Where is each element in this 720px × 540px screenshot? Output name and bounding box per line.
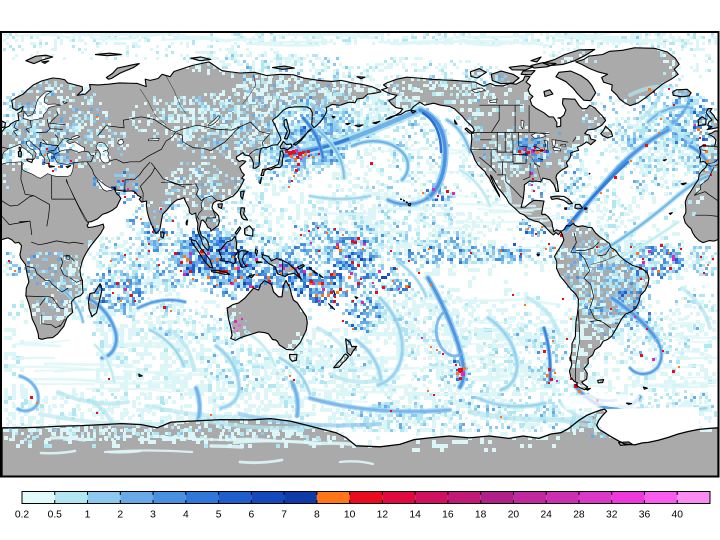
svg-text:24: 24 <box>540 510 552 521</box>
svg-text:6: 6 <box>248 510 254 521</box>
svg-text:36: 36 <box>639 510 651 521</box>
svg-text:5: 5 <box>216 510 222 521</box>
svg-text:8: 8 <box>314 510 320 521</box>
svg-text:40: 40 <box>672 510 684 521</box>
svg-text:10: 10 <box>344 510 356 521</box>
svg-text:16: 16 <box>442 510 454 521</box>
svg-text:0.2: 0.2 <box>15 510 30 521</box>
svg-text:0.5: 0.5 <box>48 510 63 521</box>
svg-text:20: 20 <box>508 510 520 521</box>
svg-text:7: 7 <box>281 510 287 521</box>
svg-text:32: 32 <box>606 510 618 521</box>
svg-text:1: 1 <box>85 510 91 521</box>
svg-text:4: 4 <box>183 510 189 521</box>
svg-text:18: 18 <box>475 510 487 521</box>
svg-text:3: 3 <box>150 510 156 521</box>
svg-text:2: 2 <box>117 510 123 521</box>
svg-text:12: 12 <box>377 510 389 521</box>
svg-text:28: 28 <box>573 510 585 521</box>
svg-text:14: 14 <box>409 510 421 521</box>
